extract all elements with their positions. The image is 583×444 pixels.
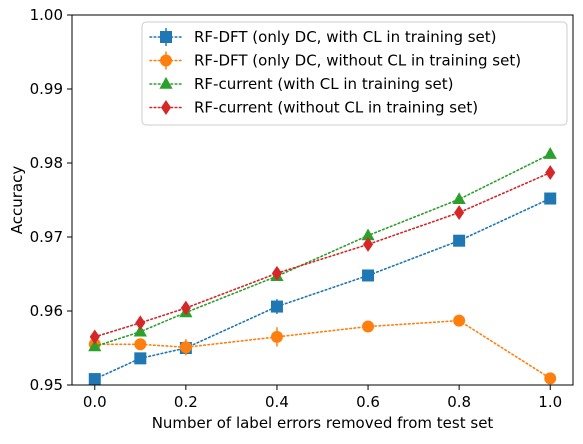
series-1-point-1 xyxy=(88,373,101,386)
series-3-point-5 xyxy=(361,228,375,241)
series-3-point-1 xyxy=(88,339,102,352)
legend: RF-DFT (only DC, with CL in training set… xyxy=(141,21,568,126)
x-tick-label-6: 1.0 xyxy=(538,393,562,411)
legend-marker-2 xyxy=(160,54,172,67)
series-4-point-6 xyxy=(454,205,465,221)
series-2-point-2 xyxy=(134,338,147,351)
axes-layer: 0.0 0.2 0.4 0.6 0.8 1.0 0.95 0.96 0.97 0.98 0.99 1.… xyxy=(30,6,574,411)
legend-entry-4: RF-current (without CL in training set) xyxy=(149,99,478,117)
series-1-line xyxy=(93,197,552,380)
series-2 xyxy=(88,314,557,385)
x-tick-label-3: 0.4 xyxy=(265,393,289,411)
series-1-point-7 xyxy=(544,192,557,205)
series-2-point-6 xyxy=(453,314,466,327)
series-3-point-7 xyxy=(543,147,557,159)
plot-frame xyxy=(71,14,574,386)
x-tick-label-5: 0.8 xyxy=(447,393,471,411)
series-4-point-5 xyxy=(363,236,374,252)
series-2-line xyxy=(93,319,552,380)
series-1-point-4 xyxy=(270,300,283,313)
series-4-point-3 xyxy=(180,300,191,316)
y-tick-label-3: 0.97 xyxy=(30,228,63,246)
legend-marker-3 xyxy=(159,76,173,89)
y-tick-label-6: 1.00 xyxy=(30,6,63,24)
series-layer xyxy=(88,147,557,386)
series-2-point-4 xyxy=(270,330,283,343)
series-3 xyxy=(88,147,557,352)
legend-label-3: RF-current (with CL in training set) xyxy=(194,75,453,93)
y-axis-label: Accuracy xyxy=(8,166,26,235)
y-tick-label-5: 0.99 xyxy=(30,80,63,98)
legend-marker-4 xyxy=(160,100,172,115)
y-tick-label-2: 0.96 xyxy=(30,302,63,320)
series-4 xyxy=(89,165,556,345)
series-4-point-2 xyxy=(135,315,146,331)
y-tick-label-4: 0.98 xyxy=(30,154,63,172)
series-4-line xyxy=(93,171,552,338)
series-2-point-5 xyxy=(362,320,375,333)
legend-entry-1: RF-DFT (only DC, with CL in training set… xyxy=(149,28,497,46)
series-4-point-7 xyxy=(545,165,556,181)
series-2-point-7 xyxy=(544,372,557,385)
series-1-point-5 xyxy=(362,269,375,282)
legend-entry-3: RF-current (with CL in training set) xyxy=(149,75,453,93)
x-tick-label-4: 0.6 xyxy=(356,393,380,411)
series-1-point-6 xyxy=(453,234,466,247)
legend-entry-2: RF-DFT (only DC, without CL in training … xyxy=(149,51,521,70)
series-4-point-1 xyxy=(89,329,100,345)
legend-label-2: RF-DFT (only DC, without CL in training … xyxy=(194,52,521,70)
series-4-point-4 xyxy=(271,265,282,281)
legend-box xyxy=(141,21,568,126)
series-1-point-2 xyxy=(134,352,147,365)
series-3-point-6 xyxy=(452,192,466,205)
series-3-point-2 xyxy=(133,324,147,337)
series-3-line xyxy=(93,153,552,348)
x-tick-label-1: 0.0 xyxy=(83,393,107,411)
legend-label-1: RF-DFT (only DC, with CL in training set… xyxy=(194,28,497,46)
series-1 xyxy=(88,192,557,386)
y-tick-label-1: 0.95 xyxy=(30,376,63,394)
legend-label-4: RF-current (without CL in training set) xyxy=(194,99,478,117)
series-2-point-3 xyxy=(179,341,192,354)
x-axis-label: Number of label errors removed from test… xyxy=(152,414,494,432)
legend-marker-1 xyxy=(160,31,172,43)
x-tick-label-2: 0.2 xyxy=(174,393,198,411)
